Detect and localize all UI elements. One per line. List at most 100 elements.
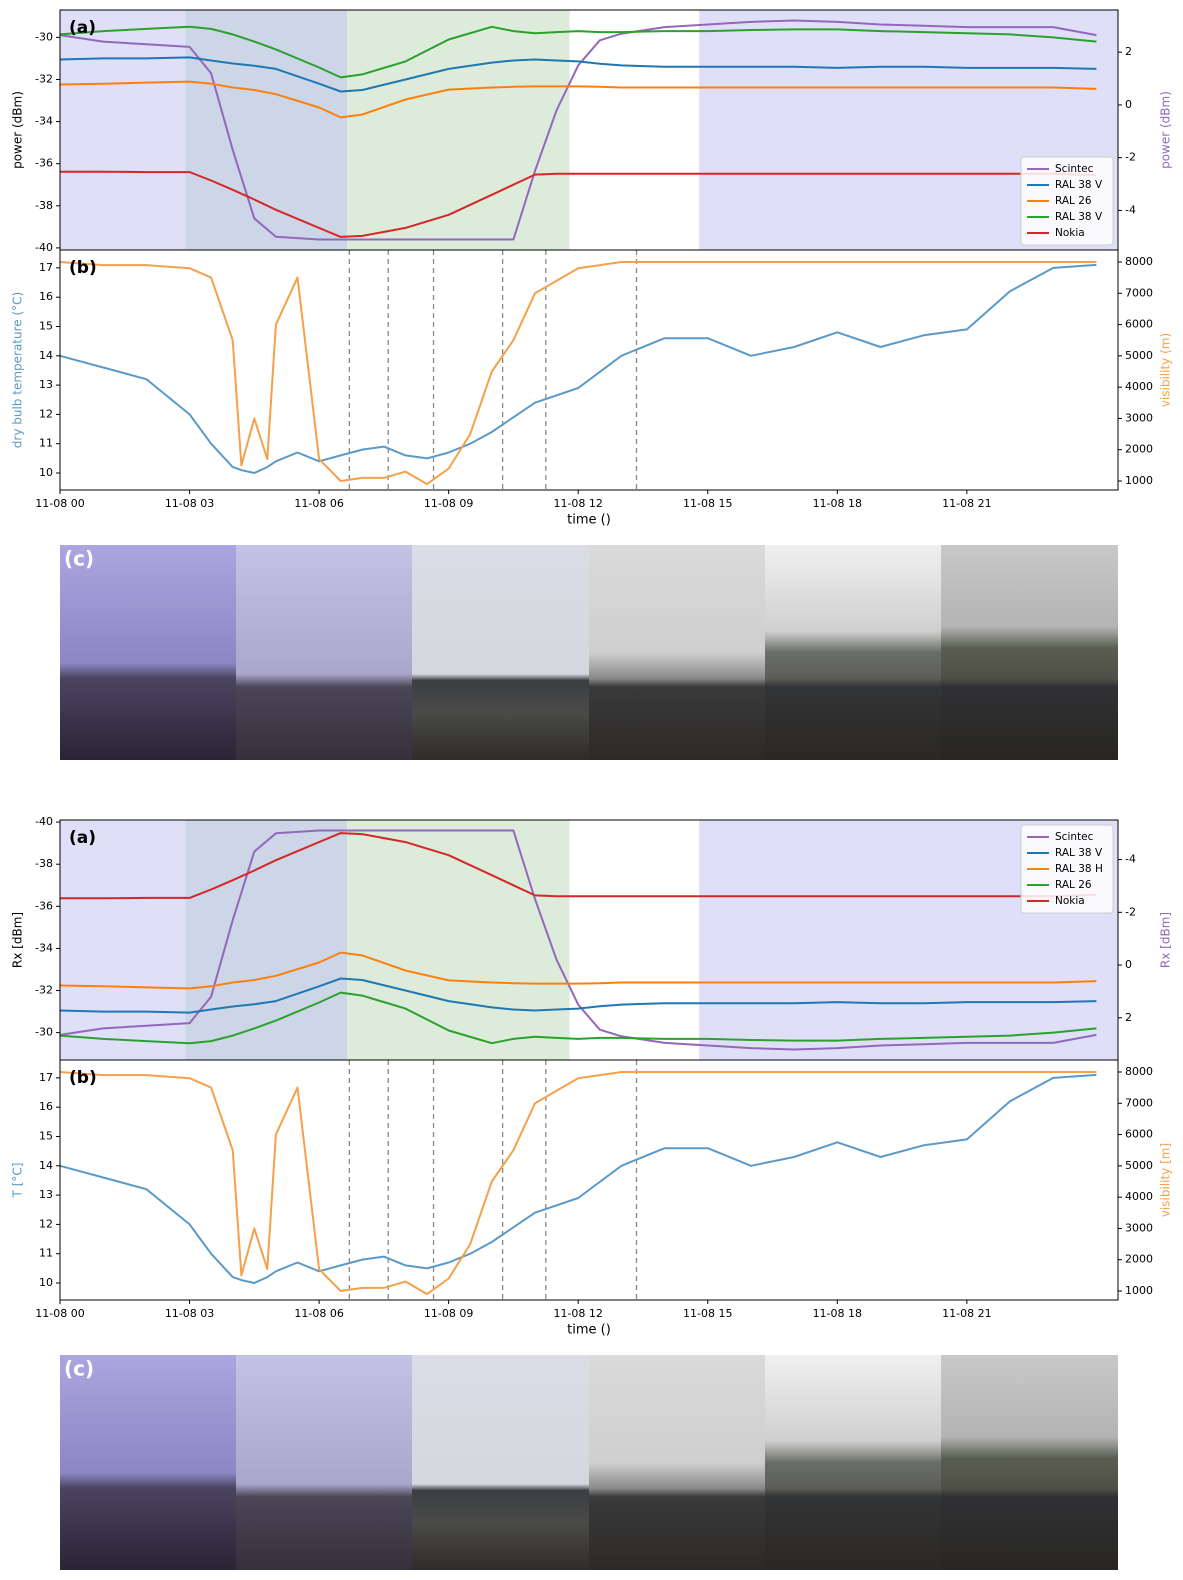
y-tick-label: 13 — [39, 1188, 53, 1201]
y-tick-label: -34 — [35, 115, 53, 128]
legend-label: RAL 26 — [1055, 879, 1092, 891]
x-tick-label: 11-08 03 — [165, 497, 214, 510]
y-tick-label: 15 — [39, 319, 53, 332]
y2-axis-label: Rx [dBm] — [1159, 912, 1173, 968]
x-axis-label: time () — [567, 513, 611, 528]
y2-tick-label: 5000 — [1125, 349, 1153, 362]
legend-label: Nokia — [1055, 227, 1085, 239]
y2-tick-label: 0 — [1125, 98, 1132, 111]
y2-tick-label: 5000 — [1125, 1159, 1153, 1172]
x-tick-label: 11-08 09 — [424, 497, 473, 510]
chart: 1011121314151617100020003000400050006000… — [11, 250, 1173, 528]
y2-tick-label: 4000 — [1125, 1190, 1153, 1203]
y-tick-label: -38 — [35, 857, 53, 870]
y-tick-label: 10 — [39, 466, 53, 479]
x-tick-label: 11-08 12 — [553, 497, 602, 510]
legend-label: Scintec — [1055, 831, 1094, 843]
photo — [412, 1355, 589, 1570]
legend-label: Scintec — [1055, 163, 1094, 175]
y-tick-label: -34 — [35, 941, 53, 954]
y2-tick-label: 2000 — [1125, 1253, 1153, 1266]
y2-tick-label: 3000 — [1125, 1221, 1153, 1234]
legend-label: RAL 38 V — [1055, 847, 1103, 859]
y-tick-label: -36 — [35, 899, 53, 912]
y2-tick-label: 2 — [1125, 1011, 1132, 1024]
y2-tick-label: 1000 — [1125, 1284, 1153, 1297]
y2-tick-label: -2 — [1125, 905, 1136, 918]
photo — [236, 545, 413, 760]
x-tick-label: 11-08 18 — [813, 497, 862, 510]
x-tick-label: 11-08 06 — [294, 497, 343, 510]
photo — [412, 545, 589, 760]
legend-label: Nokia — [1055, 895, 1085, 907]
y-tick-label: -32 — [35, 72, 53, 85]
x-tick-label: 11-08 12 — [553, 1307, 602, 1320]
x-tick-label: 11-08 21 — [942, 497, 991, 510]
y2-tick-label: 4000 — [1125, 380, 1153, 393]
photo — [941, 1355, 1118, 1570]
y-tick-label: 14 — [39, 349, 53, 362]
y2-tick-label: 3000 — [1125, 411, 1153, 424]
photo — [765, 545, 942, 760]
x-tick-label: 11-08 21 — [942, 1307, 991, 1320]
legend: Scintec RAL 38 V RAL 38 H RAL 26 Nokia — [1021, 825, 1113, 913]
photo — [941, 545, 1118, 760]
y-tick-label: 14 — [39, 1159, 53, 1172]
y-axis-label: dry bulb temperature (°C) — [11, 292, 25, 448]
photo — [589, 1355, 766, 1570]
y-tick-label: -40 — [35, 815, 53, 828]
shaded-span — [347, 10, 569, 250]
photo-strip: (c) — [60, 1355, 1118, 1570]
chart: 10 11 12 13 14 15 16 17 1000 2000 3000 4000 5000 6000… — [11, 1060, 1173, 1338]
panel-label: (a) — [69, 828, 96, 848]
y2-tick-label: 6000 — [1125, 1128, 1153, 1141]
y2-tick-label: -2 — [1125, 151, 1136, 164]
y2-tick-label: 7000 — [1125, 1096, 1153, 1109]
y2-axis-label: visibility (m) — [1159, 333, 1173, 407]
panel-label: (c) — [64, 547, 94, 571]
y2-tick-label: 8000 — [1125, 255, 1153, 268]
y-axis-label: power (dBm) — [11, 91, 25, 169]
y2-tick-label: 2000 — [1125, 443, 1153, 456]
y2-tick-label: 1000 — [1125, 474, 1153, 487]
y2-tick-label: -4 — [1125, 853, 1136, 866]
y-axis-label: T [°C] — [11, 1163, 25, 1199]
plot-area — [60, 1060, 1118, 1300]
figure: -40-38-36-34-32-30-4-202power (dBm)power… — [0, 0, 1183, 1580]
y-tick-label: 11 — [39, 1247, 53, 1260]
x-axis-label: time () — [567, 1323, 611, 1338]
x-tick-label: 11-08 15 — [683, 497, 732, 510]
x-tick-label: 11-08 00 — [35, 497, 84, 510]
y-tick-label: 17 — [39, 1071, 53, 1084]
panel-label: (c) — [64, 1357, 94, 1381]
legend-label: RAL 38 H — [1055, 863, 1103, 875]
y-tick-label: 15 — [39, 1129, 53, 1142]
y-tick-label: 10 — [39, 1276, 53, 1289]
y-tick-label: -30 — [35, 1026, 53, 1039]
x-tick-label: 11-08 06 — [294, 1307, 343, 1320]
y-tick-label: 12 — [39, 1217, 53, 1230]
y2-tick-label: 8000 — [1125, 1065, 1153, 1078]
y-tick-label: 16 — [39, 1100, 53, 1113]
y-tick-label: 11 — [39, 437, 53, 450]
x-tick-label: 11-08 03 — [165, 1307, 214, 1320]
y2-axis-label: visibility [m] — [1159, 1143, 1173, 1217]
legend-label: RAL 38 V — [1055, 211, 1103, 223]
y2-tick-label: -4 — [1125, 203, 1136, 216]
y2-tick-label: 2 — [1125, 45, 1132, 58]
photo-strip: (c) — [60, 545, 1118, 760]
x-tick-label: 11-08 09 — [424, 1307, 473, 1320]
y-tick-label: -40 — [35, 241, 53, 254]
page: -40-38-36-34-32-30-4-202power (dBm)power… — [0, 0, 1183, 1580]
photo — [236, 1355, 413, 1570]
y2-axis-label: power (dBm) — [1159, 91, 1173, 169]
photo — [60, 545, 237, 760]
plot-area — [60, 250, 1118, 490]
photo — [60, 1355, 237, 1570]
y2-tick-label: 0 — [1125, 958, 1132, 971]
photo — [589, 545, 766, 760]
shaded-span — [347, 820, 569, 1060]
x-tick-label: 11-08 18 — [813, 1307, 862, 1320]
